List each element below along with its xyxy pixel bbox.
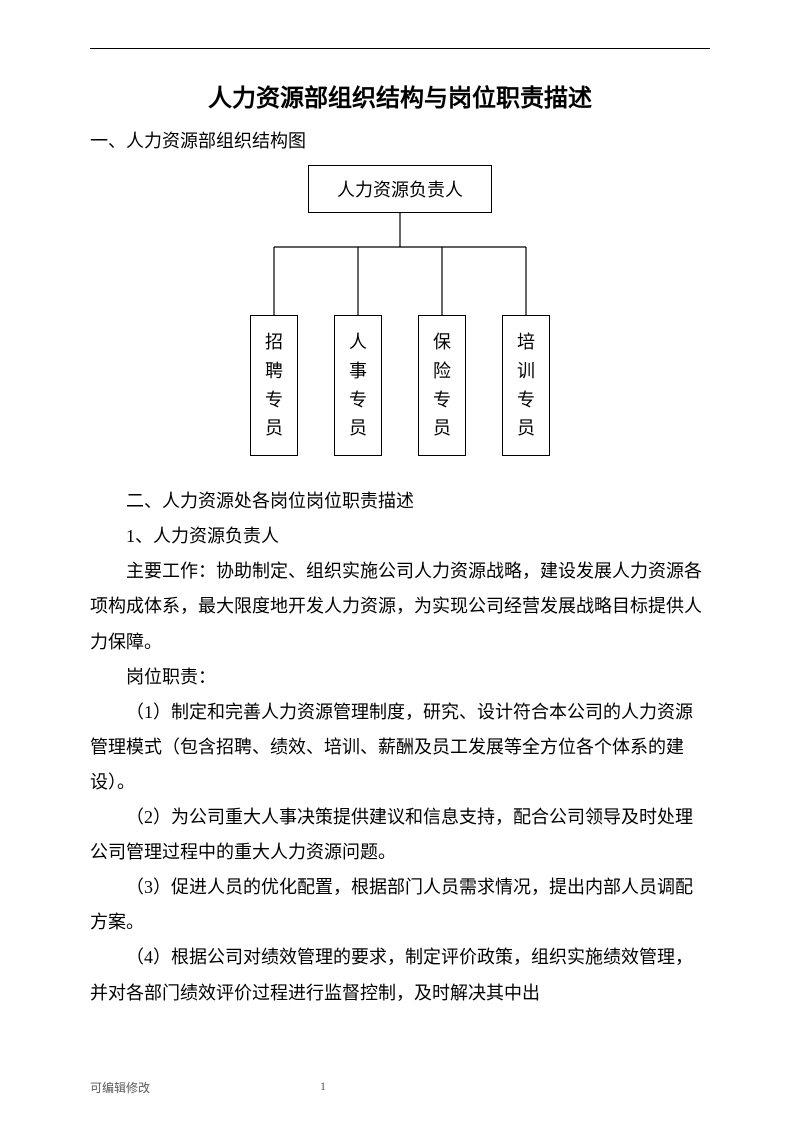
- sub-1-heading: 1、人力资源负责人: [90, 519, 710, 554]
- body-content: 二、人力资源处各岗位岗位职责描述 1、人力资源负责人 主要工作：协助制定、组织实…: [90, 484, 710, 1010]
- org-chart: 人力资源负责人 招聘专员人事专员保险专员培训专员: [90, 165, 710, 456]
- section-2-heading: 二、人力资源处各岗位岗位职责描述: [90, 484, 710, 519]
- org-children-row: 招聘专员人事专员保险专员培训专员: [250, 315, 550, 456]
- main-work-paragraph: 主要工作：协助制定、组织实施公司人力资源战略，建设发展人力资源各项构成体系，最大…: [90, 554, 710, 659]
- page-footer: 可编辑修改 1: [90, 1079, 710, 1096]
- org-child-node-0: 招聘专员: [250, 315, 298, 456]
- section-1-heading: 一、人力资源部组织结构图: [90, 127, 710, 153]
- duty-3: （3）促进人员的优化配置，根据部门人员需求情况，提出内部人员调配方案。: [90, 870, 710, 940]
- org-child-node-3: 培训专员: [502, 315, 550, 456]
- duties-label: 岗位职责：: [90, 660, 710, 695]
- duty-4: （4）根据公司对绩效管理的要求，制定评价政策，组织实施绩效管理，并对各部门绩效评…: [90, 940, 710, 1010]
- org-root-node: 人力资源负责人: [308, 165, 492, 213]
- main-work-label: 主要工作：: [126, 561, 216, 581]
- org-child-node-2: 保险专员: [418, 315, 466, 456]
- footer-page-number: 1: [320, 1079, 326, 1096]
- duty-2: （2）为公司重大人事决策提供建议和信息支持，配合公司领导及时处理公司管理过程中的…: [90, 800, 710, 870]
- org-connector-lines: [240, 213, 560, 315]
- duty-1: （1）制定和完善人力资源管理制度，研究、设计符合本公司的人力资源管理模式（包含招…: [90, 695, 710, 800]
- page-title: 人力资源部组织结构与岗位职责描述: [90, 78, 710, 113]
- org-child-node-1: 人事专员: [334, 315, 382, 456]
- top-horizontal-rule: [90, 48, 710, 49]
- footer-left-text: 可编辑修改: [90, 1079, 150, 1096]
